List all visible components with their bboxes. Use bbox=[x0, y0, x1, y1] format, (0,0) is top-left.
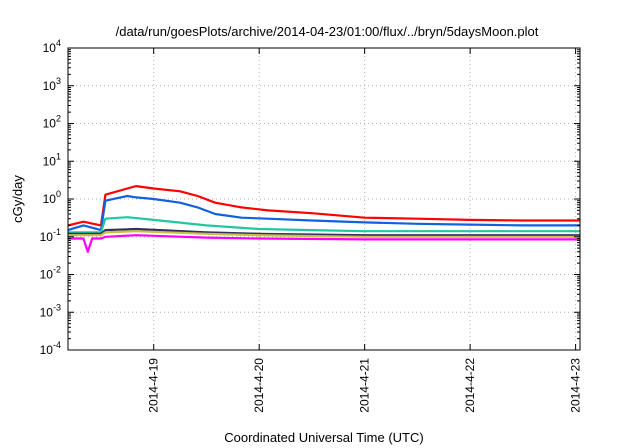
y-tick-label: 102 bbox=[43, 114, 61, 131]
series-line-2 bbox=[67, 194, 580, 232]
series-line-4 bbox=[68, 227, 580, 237]
y-tick-label: 101 bbox=[43, 151, 61, 168]
x-axis-label: Coordinated Universal Time (UTC) bbox=[224, 430, 423, 445]
y-axis-label: cGy/day bbox=[10, 175, 25, 223]
y-tick-label: 100 bbox=[43, 189, 61, 206]
y-tick-label: 10-1 bbox=[40, 227, 61, 244]
chart-title: /data/run/goesPlots/archive/2014-04-23/0… bbox=[116, 24, 539, 39]
x-tick-label: 2014-4-22 bbox=[463, 358, 477, 413]
x-tick-label: 2014-4-23 bbox=[569, 358, 583, 413]
x-tick-label: 2014-4-21 bbox=[358, 358, 372, 413]
y-tick-label: 10-4 bbox=[40, 340, 61, 357]
y-tick-label: 10-3 bbox=[40, 302, 61, 319]
x-axis: 2014-4-19 2014-4-20 2014-4-21 2014-4-22 2014… bbox=[147, 48, 583, 413]
series-line-1 bbox=[67, 185, 580, 227]
series-group bbox=[67, 185, 580, 253]
y-tick-label: 10-2 bbox=[40, 265, 61, 282]
series-line-3 bbox=[68, 216, 580, 234]
y-tick-label: 103 bbox=[43, 76, 61, 93]
x-tick-label: 2014-4-20 bbox=[252, 358, 266, 413]
y-axis: 10-4 10-3 10-2 10-1 100 101 102 103 104 bbox=[40, 38, 580, 357]
y-tick-label: 104 bbox=[43, 38, 61, 55]
series-line-6 bbox=[68, 234, 580, 253]
series-line-5 bbox=[68, 230, 580, 238]
x-tick-label: 2014-4-19 bbox=[147, 358, 161, 413]
